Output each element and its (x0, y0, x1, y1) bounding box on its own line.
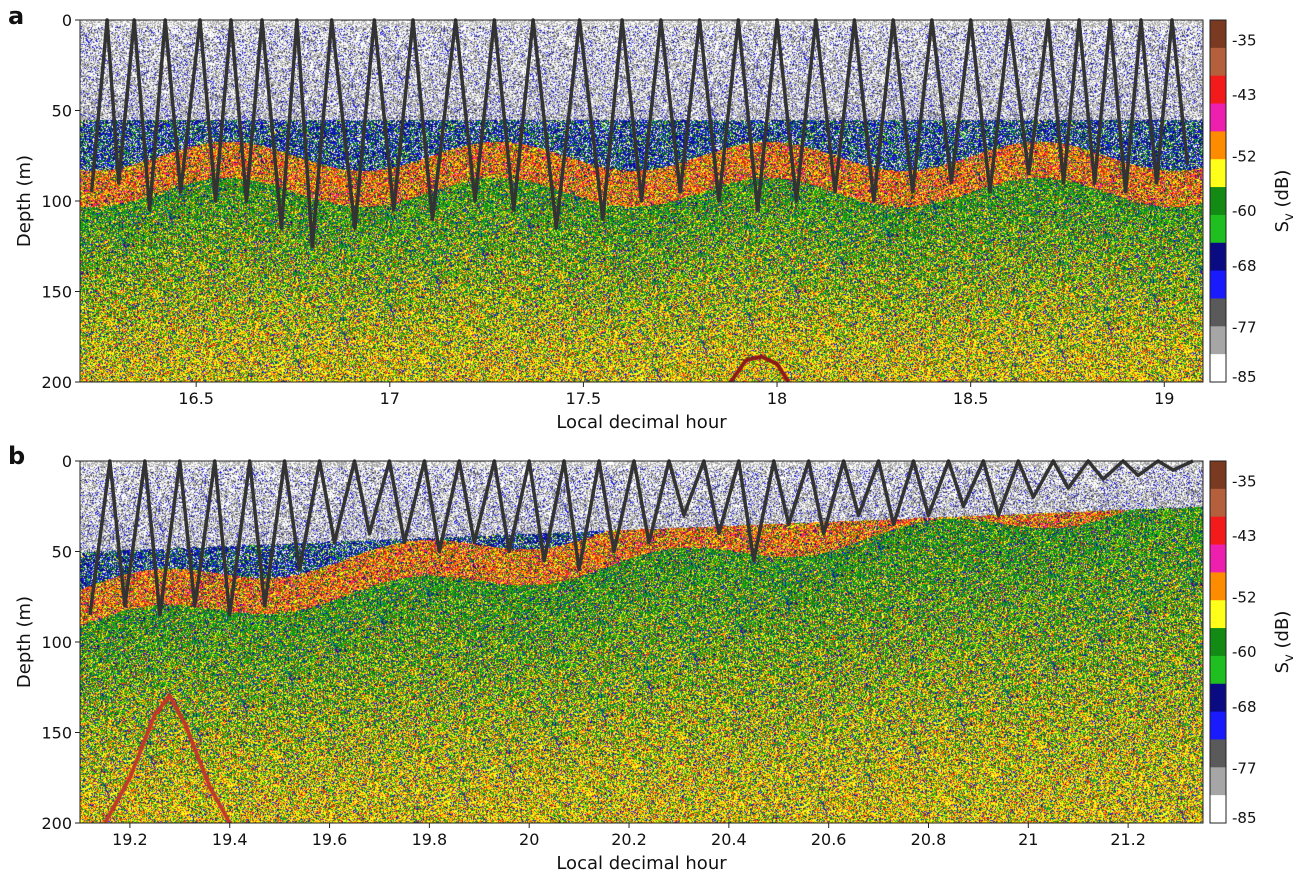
colorbar-swatch (1210, 131, 1226, 160)
y-tick-label: 150 (41, 283, 72, 302)
axes: 16.5 17 17.5 18 18.5 19 0 50 100 150 200 Local deci… (14, 11, 1294, 433)
colorbar-swatch (1210, 711, 1226, 740)
colorbar-tick-label: -85 (1232, 368, 1257, 386)
y-tick-label: 0 (62, 452, 72, 471)
colorbar-tick-label: -52 (1232, 148, 1257, 166)
colorbar-swatch (1210, 187, 1226, 216)
colorbar-swatch (1210, 600, 1226, 629)
colorbar-swatch (1210, 461, 1226, 490)
x-tick-label: 17.5 (566, 389, 602, 408)
echogram-plot (80, 461, 1203, 823)
colorbar-swatch (1210, 103, 1226, 132)
colorbar-tick-label: -52 (1232, 589, 1257, 607)
axes: 19.2 19.4 19.6 19.8 20 20.2 20.4 20.6 20.8 21 21.2… (14, 452, 1294, 874)
plot-frame (79, 460, 1204, 824)
colorbar-swatch (1210, 628, 1226, 657)
colorbar-swatch (1210, 488, 1226, 518)
colorbar-label: Sv (dB) (1272, 611, 1294, 674)
colorbar-tick-label: -68 (1232, 698, 1257, 716)
x-tick-label: 18.5 (953, 389, 989, 408)
colorbar-swatch (1210, 739, 1226, 768)
x-tick-label: 19.6 (312, 830, 348, 849)
colorbar-swatch (1210, 75, 1226, 105)
colorbar-swatch (1210, 655, 1226, 685)
plot-area: 19.2 19.4 19.6 19.8 20 20.2 20.4 20.6 20.8 21 21.2… (14, 452, 1204, 874)
x-tick-label: 17 (380, 389, 400, 408)
colorbar-swatch (1210, 214, 1226, 244)
colorbar-tick-label: -77 (1232, 318, 1257, 336)
colorbar: -35 -43 -52 -60 -68 -77 -85 Sv (dB) (1209, 19, 1294, 386)
colorbar-frame (1209, 19, 1227, 383)
colorbar-swatch (1210, 242, 1226, 272)
colorbar-swatch (1210, 544, 1226, 573)
dive-track-line (88, 459, 1194, 617)
panel-label: b (8, 442, 26, 470)
x-tick-label: 20.2 (611, 830, 647, 849)
x-tick-label: 19 (1154, 389, 1174, 408)
colorbar-swatch (1210, 795, 1226, 824)
x-tick-label: 20.6 (811, 830, 847, 849)
panel-label: a (8, 2, 25, 30)
colorbar-swatch (1210, 298, 1226, 327)
y-tick-label: 200 (41, 373, 72, 392)
x-tick-label: 19.4 (212, 830, 248, 849)
colorbar: -35 -43 -52 -60 -68 -77 -85 Sv (dB) (1209, 460, 1294, 827)
colorbar-tick-label: -43 (1232, 86, 1257, 104)
colorbar-tick-label: -35 (1232, 472, 1257, 490)
x-tick-label: 21.2 (1110, 830, 1146, 849)
x-tick-label: 19.2 (112, 830, 148, 849)
x-tick-label: 16.5 (178, 389, 214, 408)
colorbar-swatch (1210, 326, 1226, 355)
colorbar-tick-label: -60 (1232, 643, 1257, 661)
colorbar-swatch (1210, 159, 1226, 188)
y-tick-label: 200 (41, 814, 72, 833)
colorbar-tick-label: -85 (1232, 809, 1257, 827)
colorbar-swatch (1210, 47, 1226, 77)
x-tick-label: 20 (519, 830, 539, 849)
panel-a: a 16.5 17 17.5 18 18.5 19 0 50 100 150 200 Local de… (0, 0, 1294, 437)
colorbar-swatch (1210, 572, 1226, 601)
x-tick-label: 19.8 (412, 830, 448, 849)
y-axis-label: Depth (m) (14, 596, 35, 688)
colorbar-tick-label: -60 (1232, 202, 1257, 220)
colorbar-swatch (1210, 516, 1226, 546)
colorbar-tick-label: -68 (1232, 257, 1257, 275)
plot-area: 16.5 17 17.5 18 18.5 19 0 50 100 150 200 Local deci… (14, 11, 1204, 433)
x-tick-label: 18 (767, 389, 787, 408)
x-tick-label: 20.8 (911, 830, 947, 849)
x-tick-label: 20.4 (711, 830, 747, 849)
colorbar-swatch (1210, 354, 1226, 383)
colorbar-swatch (1210, 270, 1226, 299)
y-tick-label: 150 (41, 724, 72, 743)
colorbar-swatch (1210, 683, 1226, 713)
colorbar-tick-label: -77 (1232, 759, 1257, 777)
x-tick-label: 21 (1018, 830, 1038, 849)
colorbar-swatch (1210, 767, 1226, 796)
y-tick-label: 100 (41, 633, 72, 652)
y-tick-label: 50 (52, 543, 72, 562)
panel-b: b 19.2 19.4 19.6 19.8 20 20.2 20.4 20.6 20.8 21 21… (0, 440, 1294, 877)
dive-track-line (89, 18, 1190, 249)
x-axis-label: Local decimal hour (556, 853, 727, 874)
x-axis-label: Local decimal hour (556, 412, 727, 433)
colorbar-tick-label: -43 (1232, 527, 1257, 545)
colorbar-swatch (1210, 20, 1226, 49)
y-tick-label: 50 (52, 102, 72, 121)
y-axis-label: Depth (m) (14, 155, 35, 247)
colorbar-frame (1209, 460, 1227, 824)
colorbar-tick-label: -35 (1232, 31, 1257, 49)
y-tick-label: 100 (41, 192, 72, 211)
y-tick-label: 0 (62, 11, 72, 30)
colorbar-label: Sv (dB) (1272, 170, 1294, 233)
